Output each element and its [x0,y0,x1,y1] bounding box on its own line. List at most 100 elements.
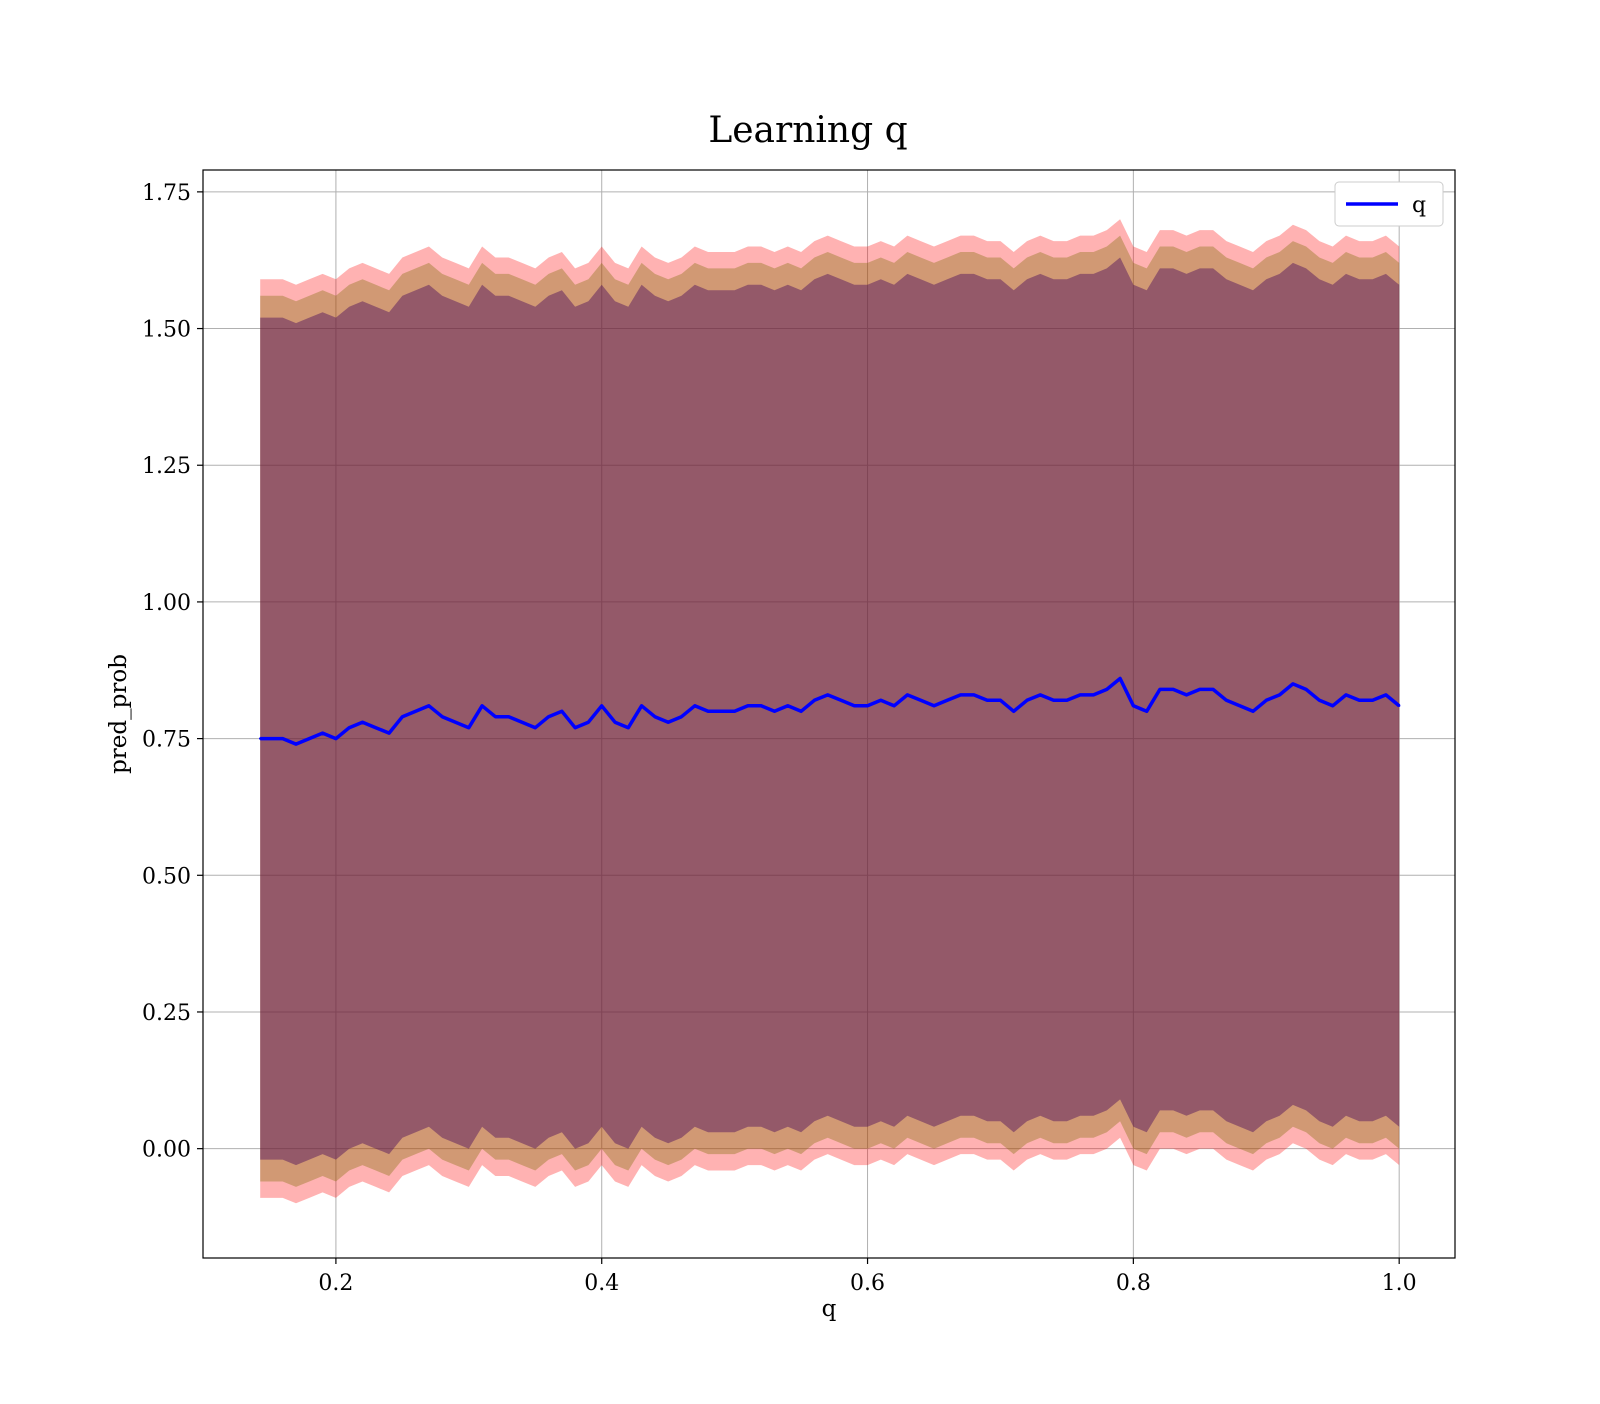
series-point-q-76 [1278,693,1281,697]
series-point-q-28 [640,704,643,707]
series-point-q-15 [467,726,470,729]
series-point-q-56 [1012,710,1015,713]
series-point-q-71 [1211,688,1215,691]
series-point-q-25 [600,704,603,707]
series-point-q-12 [427,704,431,707]
plot-frame [202,169,1456,1259]
y-tick-label-0: 0.00 [142,1138,191,1163]
series-point-q-26 [613,721,617,724]
uncertainty-band-0 [260,219,1400,1204]
series-point-q-66 [1145,710,1148,713]
uncertainty-band-1 [260,235,1400,1187]
x-axis-label: q [822,1296,837,1322]
series-point-q-39 [786,704,789,707]
series-point-q-77 [1291,682,1295,686]
series-point-q-59 [1052,699,1055,702]
series-point-q-57 [1025,699,1029,702]
series-point-q-61 [1079,693,1082,697]
series-point-q-10 [401,715,404,718]
series-point-q-82 [1358,699,1361,702]
series-point-q-16 [480,704,484,707]
series-point-q-32 [693,704,696,707]
series-point-q-60 [1065,699,1069,702]
series-point-q-38 [773,710,776,713]
y-tick-label-5: 1.25 [142,454,191,479]
tick-layer: 0.2 0.4 0.6 0.8 1.0 0.00 0.25 0.50 0.75 1.00 1.25 1… [142,181,1417,1296]
series-point-q-52 [959,693,962,697]
y-axis-label: pred_prob [106,654,132,774]
chart-title: Learning q [708,110,907,151]
series-point-q-78 [1304,688,1308,691]
series-point-q-21 [547,715,550,718]
series-point-q-70 [1198,688,1202,691]
series-point-q-53 [972,693,976,697]
series-point-q-68 [1172,688,1175,691]
y-tick-label-6: 1.50 [142,318,191,343]
series-point-q-11 [414,710,417,713]
series-point-q-62 [1092,693,1095,697]
series-point-q-42 [826,693,829,697]
series-point-q-9 [387,731,391,735]
legend: q [1334,181,1444,227]
series-point-q-83 [1371,699,1374,702]
series-point-q-64 [1118,677,1122,680]
series-point-q-2 [294,742,298,746]
series-point-q-85 [1398,704,1401,707]
x-tick-label-3: 0.8 [1116,1271,1151,1296]
series-point-q-74 [1251,710,1255,713]
grid-layer [203,170,1455,1258]
series-point-q-31 [680,715,683,718]
series-point-q-3 [308,737,311,740]
series-point-q-40 [799,710,803,713]
series-point-q-13 [441,715,444,718]
series-point-q-48 [906,693,909,697]
series-point-q-20 [534,726,537,729]
series-line-q [260,676,1401,746]
legend-label-q: q [1412,193,1426,218]
series-point-q-37 [760,704,763,707]
series-point-q-0 [259,737,262,740]
series-point-q-43 [839,699,843,702]
series-point-q-30 [667,721,670,724]
series-point-q-18 [507,715,510,718]
series-point-q-65 [1132,704,1135,707]
series-point-q-6 [348,726,351,729]
x-tick-label-0: 0.2 [318,1271,353,1296]
y-tick-label-1: 0.25 [142,1001,191,1026]
series-point-q-33 [706,710,710,713]
band-layer [260,219,1400,1204]
uncertainty-band-2 [260,257,1400,1166]
series-point-q-22 [560,710,564,713]
series-point-q-55 [999,699,1002,702]
series-point-q-79 [1318,699,1321,702]
y-tick-label-4: 1.00 [142,591,191,616]
x-tick-label-1: 0.4 [584,1271,619,1296]
line-layer [259,676,1401,746]
series-point-q-84 [1384,693,1388,697]
series-point-q-7 [361,721,364,724]
series-point-q-44 [853,704,856,707]
series-point-q-35 [733,710,736,713]
series-point-q-54 [986,699,989,702]
series-point-q-41 [813,699,816,702]
series-point-q-63 [1105,688,1109,691]
series-point-q-1 [281,737,284,740]
series-point-q-81 [1344,693,1348,697]
series-point-q-27 [627,726,630,729]
series-point-q-75 [1265,699,1268,702]
series-point-q-17 [494,715,497,718]
series-point-q-36 [746,704,750,707]
series-point-q-23 [573,726,577,729]
series-point-q-50 [932,704,936,707]
y-tick-label-7: 1.75 [142,181,191,206]
x-tick-label-4: 1.0 [1382,1271,1417,1296]
series-point-q-69 [1185,693,1188,697]
series-point-q-8 [374,726,377,729]
y-tick-label-3: 0.75 [142,728,191,753]
x-tick-label-2: 0.6 [850,1271,885,1296]
series-point-q-19 [520,721,524,724]
series-point-q-80 [1331,704,1334,707]
series-point-q-4 [321,731,324,735]
series-point-q-5 [334,737,338,740]
